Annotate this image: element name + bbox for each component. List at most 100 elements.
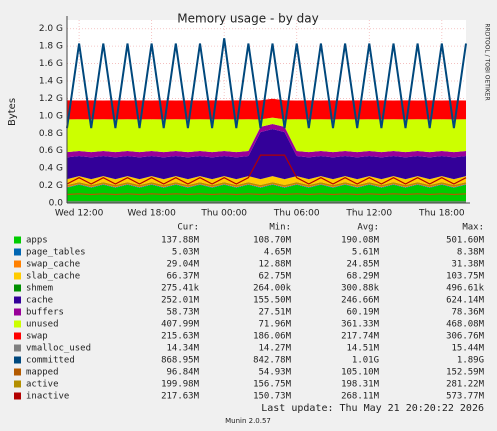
area — [67, 98, 466, 120]
y-tick-label: 0.2 G — [39, 181, 63, 191]
legend-name: page_tables — [26, 248, 86, 258]
legend-swatch — [14, 296, 21, 304]
y-tick-label: 0.4 G — [39, 164, 63, 174]
legend-stat: 252.01M — [161, 296, 200, 306]
line — [66, 182, 467, 187]
y-tick-label: 0.6 G — [39, 146, 63, 156]
legend-stat: 8.38M — [457, 248, 485, 258]
x-tick-label: Thu 00:00 — [200, 209, 247, 219]
legend-name: cache — [26, 296, 53, 306]
line — [66, 38, 467, 129]
axes: 0.0 0.2 G 0.4 G 0.6 G 0.8 G 1.0 G 1.2 G 1.4 G 1.… — [39, 16, 470, 219]
legend-stat: 268.11M — [341, 392, 380, 402]
y-tick-label: 0.8 G — [39, 129, 63, 139]
legend-stat: 5.03M — [172, 248, 200, 258]
line — [66, 193, 467, 196]
legend-stat: 4.65M — [264, 248, 292, 258]
legend-name: swap_cache — [26, 260, 80, 270]
legend-stat: 62.75M — [258, 272, 291, 282]
area — [67, 176, 466, 180]
legend-stat: 407.99M — [161, 320, 200, 330]
area — [67, 117, 466, 153]
legend-stat: 24.85M — [346, 260, 379, 270]
y-axis-label: Bytes — [7, 98, 18, 126]
lines — [66, 38, 467, 203]
legend-swatch — [14, 380, 21, 388]
legend-stat: 78.36M — [451, 308, 484, 318]
legend-stat: 5.61M — [352, 248, 380, 258]
legend-stat: 155.50M — [253, 296, 292, 306]
legend-name: slab_cache — [26, 272, 80, 282]
legend-name: committed — [26, 356, 75, 366]
legend-stat: 190.08M — [341, 236, 380, 246]
legend-swatch — [14, 272, 21, 280]
legend-stat: 103.75M — [446, 272, 485, 282]
y-tick-label: 1.2 G — [39, 94, 63, 104]
legend-stat: 468.08M — [446, 320, 485, 330]
y-tick-label: 1.6 G — [39, 59, 63, 69]
y-tick-label: 1.0 G — [39, 111, 63, 121]
legend-name: buffers — [26, 308, 64, 318]
legend-stat: 137.88M — [161, 236, 200, 246]
legend-stat: 1.89G — [457, 356, 484, 366]
legend-name: active — [26, 380, 59, 390]
legend-stat: 281.22M — [446, 380, 485, 390]
legend-stat: 71.96M — [258, 320, 291, 330]
legend-stat: 14.51M — [346, 344, 379, 354]
x-tick-label: Wed 12:00 — [55, 209, 104, 219]
legend-stat: 217.63M — [161, 392, 200, 402]
y-tick-label: 0.0 — [49, 199, 64, 209]
legend-name: unused — [26, 320, 59, 330]
legend-swatch — [14, 284, 21, 292]
x-tick-label: Thu 06:00 — [273, 209, 320, 219]
legend-header: Min: — [269, 223, 291, 233]
area — [67, 129, 466, 180]
legend-stat: 264.00k — [253, 284, 292, 294]
x-tick-label: Wed 18:00 — [127, 209, 176, 219]
last-update: Last update: Thu May 21 20:20:22 2026 — [261, 403, 484, 414]
legend-stat: 215.63M — [161, 332, 200, 342]
legend-stat: 66.37M — [166, 272, 199, 282]
version: Munin 2.0.57 — [225, 417, 271, 425]
x-tick-label: Thu 12:00 — [345, 209, 392, 219]
legend-header: Avg: — [357, 223, 379, 233]
legend-name: vmalloc_used — [26, 344, 91, 354]
legend-stat: 12.88M — [258, 260, 291, 270]
legend-stat: 868.95M — [161, 356, 200, 366]
legend-swatch — [14, 260, 21, 268]
legend-stat: 15.44M — [451, 344, 484, 354]
legend-stat: 14.34M — [166, 344, 199, 354]
legend-name: mapped — [26, 368, 59, 378]
legend-name: swap — [26, 332, 48, 342]
legend-swatch — [14, 248, 21, 256]
legend-stat: 496.61k — [446, 284, 485, 294]
legend-stat: 68.29M — [346, 272, 379, 282]
legend-stat: 105.10M — [341, 368, 380, 378]
legend-swatch — [14, 320, 21, 328]
legend-stat: 573.77M — [446, 392, 485, 402]
legend-swatch — [14, 344, 21, 352]
area — [67, 124, 466, 158]
legend-stat: 150.73M — [253, 392, 292, 402]
legend-stat: 217.74M — [341, 332, 380, 342]
side-note: RRDTOOL / TOBI OETIKER — [484, 23, 491, 100]
legend-swatch — [14, 236, 21, 244]
legend-swatch — [14, 368, 21, 376]
legend-stat: 156.75M — [253, 380, 292, 390]
legend-header: Max: — [462, 223, 484, 233]
legend-stat: 14.27M — [258, 344, 291, 354]
legend-stat: 152.59M — [446, 368, 485, 378]
legend-name: inactive — [26, 392, 69, 402]
legend-stat: 198.31M — [341, 380, 380, 390]
legend-stat: 60.19M — [346, 308, 379, 318]
legend-swatch — [14, 392, 21, 400]
areas — [67, 98, 466, 203]
y-tick-label: 2.0 G — [39, 24, 63, 34]
line — [66, 154, 467, 185]
legend: Cur: Min: Avg: Max: apps 137.88M 108.70M 190.08… — [14, 223, 485, 402]
legend-stat: 361.33M — [341, 320, 380, 330]
legend-stat: 186.06M — [253, 332, 292, 342]
legend-stat: 58.73M — [166, 308, 199, 318]
legend-stat: 1.01G — [352, 356, 379, 366]
